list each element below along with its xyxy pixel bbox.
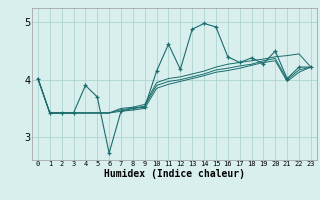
X-axis label: Humidex (Indice chaleur): Humidex (Indice chaleur) [104,169,245,179]
